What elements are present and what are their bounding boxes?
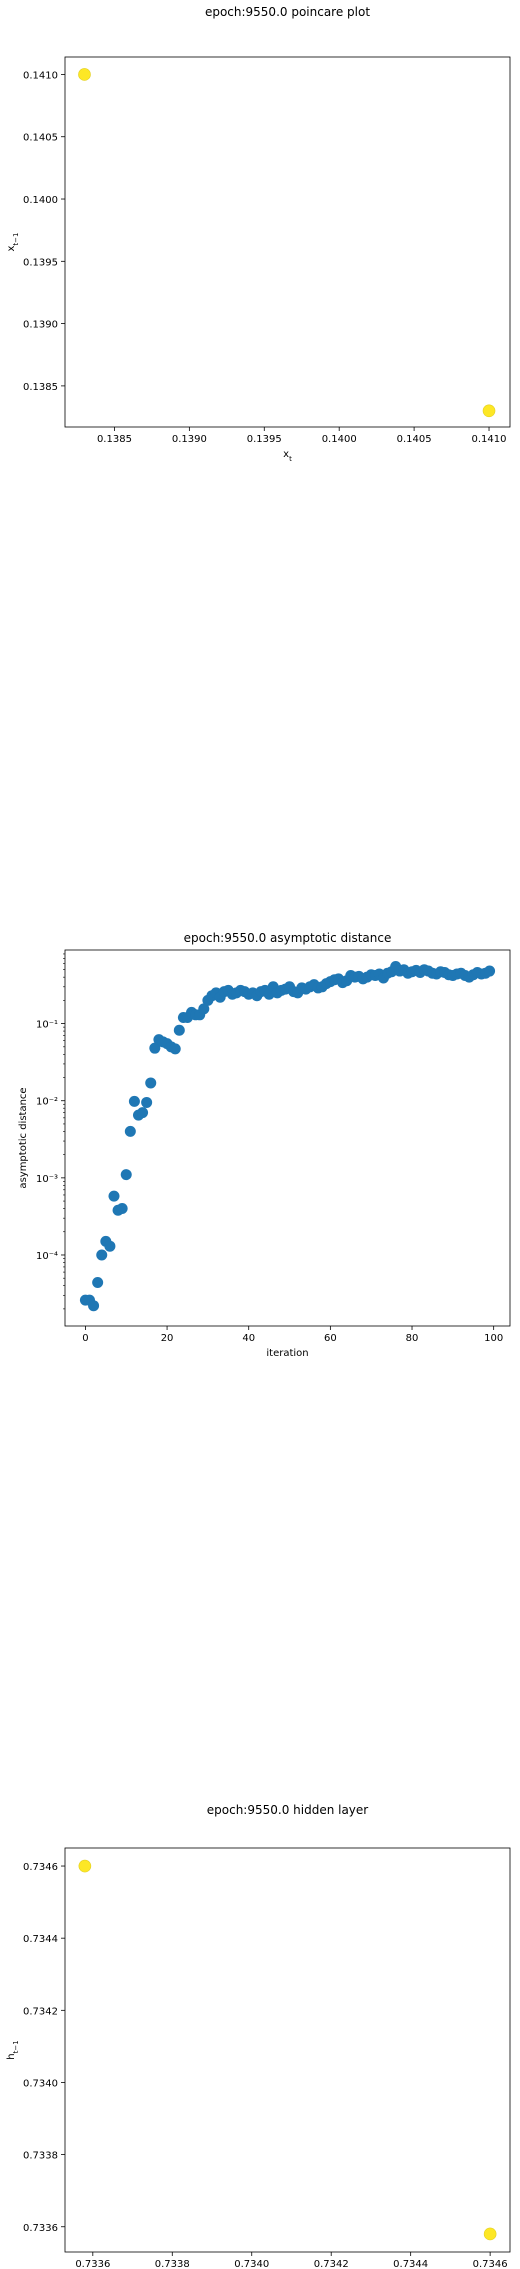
y-tick-label: 0.1400 (23, 195, 58, 206)
y-tick-label: 0.7336 (23, 2223, 58, 2234)
y-tick-label: 10⁻⁴ (36, 1251, 58, 1262)
x-tick-label: 40 (242, 1333, 255, 1344)
x-tick-label: 0.7342 (314, 2259, 349, 2269)
data-point (104, 1240, 116, 1252)
data-point (96, 1249, 108, 1261)
chart-title: epoch:9550.0 asymptotic distance (184, 931, 392, 945)
chart-title: epoch:9550.0 poincare plot (205, 5, 370, 19)
data-point (482, 404, 496, 418)
plot-frame (64, 949, 511, 1327)
y-tick-label: 0.1395 (23, 257, 58, 268)
chart-panel-3: epoch:9550.0 hidden layer 0.7336 0.7338 0.7… (6, 1803, 511, 2269)
y-tick-label: 0.7346 (23, 1862, 58, 1873)
y-tick-label: 10⁻² (36, 1097, 58, 1108)
y-tick-label: 0.7338 (23, 2151, 58, 2162)
x-tick-label: 0.7340 (234, 2259, 269, 2269)
chart-title: epoch:9550.0 hidden layer (207, 1803, 369, 1817)
data-point (78, 68, 91, 81)
y-tick-label: 0.7340 (23, 2078, 58, 2089)
data-point (169, 1043, 181, 1055)
y-tick-label: 0.1385 (23, 382, 58, 393)
y-tick-label: 10⁻¹ (36, 1020, 58, 1031)
x-axis-label: xt (283, 449, 292, 463)
x-tick-label: 0.7344 (393, 2259, 428, 2269)
data-point (120, 1169, 132, 1181)
data-point (141, 1096, 153, 1108)
x-tick-label: 20 (161, 1333, 174, 1344)
y-tick-label: 0.1410 (23, 70, 58, 81)
data-point (88, 1300, 100, 1312)
x-tick-label: 60 (324, 1333, 337, 1344)
x-tick-label: 100 (484, 1333, 503, 1344)
x-tick-label: 0.7336 (75, 2259, 110, 2269)
y-tick-label: 0.7342 (23, 2006, 58, 2017)
data-point (149, 1042, 161, 1054)
data-point (108, 1190, 120, 1202)
plot-frame (64, 1847, 511, 2253)
y-axis-label: xt−1 (6, 233, 20, 252)
x-axis-label: iteration (266, 1348, 308, 1359)
data-point (92, 1276, 104, 1288)
data-point (128, 1095, 140, 1107)
x-tick-label: 0 (82, 1333, 88, 1344)
x-tick-label: 0.1410 (472, 434, 507, 445)
x-tick-label: 0.1390 (172, 434, 207, 445)
x-tick-label: 0.7338 (155, 2259, 190, 2269)
data-point (116, 1203, 128, 1215)
data-point (198, 1003, 210, 1015)
x-tick-label: 0.1405 (397, 434, 432, 445)
data-point (124, 1125, 136, 1137)
y-tick-label: 10⁻³ (36, 1174, 58, 1185)
chart-panel-2: epoch:9550.0 asymptotic distance 0 20 40 60 8… (18, 931, 511, 1359)
x-tick-label: 0.1385 (97, 434, 132, 445)
data-point (483, 2227, 497, 2241)
chart-panel-1: epoch:9550.0 poincare plot 0.1385 0.1390 0.… (6, 5, 511, 463)
y-tick-label: 0.7344 (23, 1934, 58, 1945)
data-point (78, 1859, 92, 1873)
plot-frame (64, 56, 511, 428)
data-point (484, 965, 496, 977)
x-tick-label: 80 (406, 1333, 419, 1344)
y-axis-label: asymptotic distance (18, 1087, 29, 1188)
data-point (173, 1024, 185, 1036)
x-tick-label: 0.1400 (322, 434, 357, 445)
data-point (137, 1107, 149, 1119)
y-tick-label: 0.1390 (23, 320, 58, 331)
data-point (145, 1077, 157, 1089)
x-tick-label: 0.7346 (473, 2259, 508, 2269)
y-tick-label: 0.1405 (23, 133, 58, 144)
y-axis-label: ht−1 (6, 2040, 20, 2059)
x-tick-label: 0.1395 (247, 434, 282, 445)
